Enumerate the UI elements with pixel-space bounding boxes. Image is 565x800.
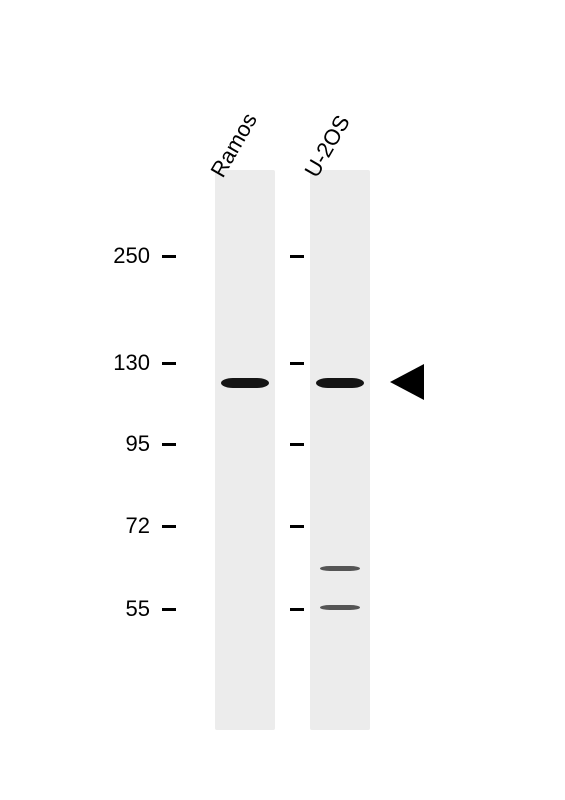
mw-label-72: 72 [112,513,150,539]
band-u2os-minor-1 [320,566,360,571]
lane-u2os [310,170,370,730]
mw-label-130: 130 [100,350,150,376]
mw-tick-250-a [162,255,176,258]
mw-tick-95-b [290,443,304,446]
mw-tick-95-a [162,443,176,446]
mw-tick-55-a [162,608,176,611]
mw-label-95: 95 [112,431,150,457]
mw-tick-130-b [290,362,304,365]
mw-tick-72-a [162,525,176,528]
band-ramos-main [221,378,269,388]
mw-label-55: 55 [112,596,150,622]
mw-tick-250-b [290,255,304,258]
mw-tick-55-b [290,608,304,611]
lane-ramos [215,170,275,730]
target-band-arrow-icon [388,362,428,407]
mw-label-250: 250 [100,243,150,269]
band-u2os-minor-2 [320,605,360,610]
mw-tick-72-b [290,525,304,528]
band-u2os-main [316,378,364,388]
mw-tick-130-a [162,362,176,365]
western-blot-figure: Ramos U-2OS 250 130 95 72 55 [0,0,565,800]
